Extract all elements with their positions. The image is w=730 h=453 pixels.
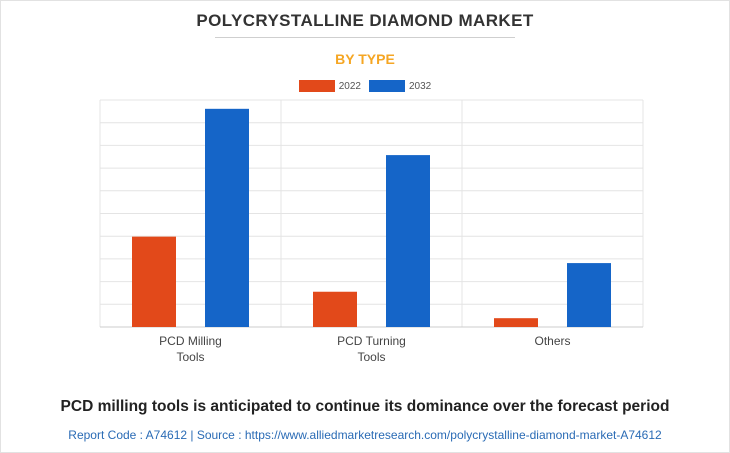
legend-swatch-2032: [369, 80, 405, 92]
chart-subtitle: BY TYPE: [335, 51, 395, 67]
x-tick-label: PCD Milling: [159, 334, 222, 348]
bar-2032-1: [386, 155, 430, 327]
x-tick-label: PCD Turning: [337, 334, 406, 348]
x-tick-label: Tools: [176, 350, 204, 364]
chart-title: POLYCRYSTALLINE DIAMOND MARKET: [196, 11, 534, 30]
bar-2032-2: [567, 263, 611, 327]
bar-2022-2: [494, 318, 538, 327]
bar-2022-1: [313, 291, 357, 327]
chart-caption: PCD milling tools is anticipated to cont…: [60, 398, 670, 415]
title-divider: [215, 37, 515, 38]
legend-label-2022: 2022: [338, 80, 361, 92]
bar-2022-0: [132, 236, 176, 327]
x-tick-label: Tools: [357, 350, 385, 364]
legend-item-2022[interactable]: 2022: [298, 80, 361, 92]
bar-2032-0: [205, 108, 249, 327]
legend-swatch-2022: [298, 80, 335, 92]
legend-label-2032: 2032: [409, 80, 432, 92]
x-tick-label: Others: [534, 334, 570, 348]
legend: 2022 2032: [0, 80, 730, 92]
legend-item-2032[interactable]: 2032: [369, 80, 431, 92]
source-line[interactable]: Report Code : A74612 | Source : https://…: [68, 428, 662, 442]
